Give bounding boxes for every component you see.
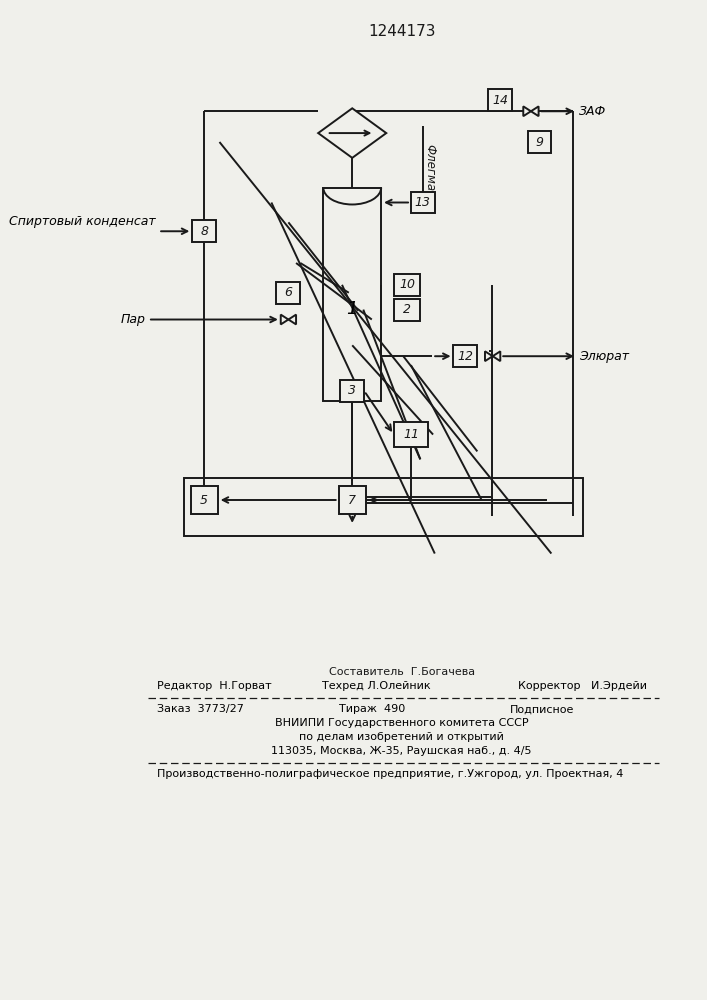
Text: 3: 3 (349, 384, 356, 397)
Bar (184, 478, 583, 536)
Text: Пар: Пар (121, 313, 146, 326)
Text: 6: 6 (284, 286, 293, 299)
Bar (453, 345, 477, 367)
Text: 1: 1 (346, 300, 358, 318)
Text: Спиртовый конденсат: Спиртовый конденсат (9, 215, 156, 228)
Text: Тираж  490: Тираж 490 (339, 704, 406, 714)
Text: Производственно-полиграфическое предприятие, г.Ужгород, ул. Проектная, 4: Производственно-полиграфическое предприя… (156, 769, 623, 779)
Text: ВНИИПИ Государственного комитета СССР: ВНИИПИ Государственного комитета СССР (275, 718, 528, 728)
Text: 14: 14 (492, 94, 508, 107)
Text: 12: 12 (457, 350, 474, 363)
Text: 7: 7 (349, 494, 356, 507)
Text: по делам изобретений и открытий: по делам изобретений и открытий (299, 732, 504, 742)
Text: 10: 10 (399, 278, 415, 291)
Bar (191, 486, 218, 514)
Bar (411, 192, 435, 213)
Text: 113035, Москва, Ж-35, Раушская наб., д. 4/5: 113035, Москва, Ж-35, Раушская наб., д. … (271, 746, 532, 756)
Text: 11: 11 (403, 428, 419, 441)
Polygon shape (493, 351, 501, 361)
Text: Подписное: Подписное (510, 704, 574, 714)
Polygon shape (523, 106, 531, 116)
Text: Составитель  Г.Богачева: Составитель Г.Богачева (329, 667, 474, 677)
Text: 13: 13 (415, 196, 431, 209)
Bar (394, 422, 428, 447)
Polygon shape (318, 108, 386, 158)
Bar (339, 486, 366, 514)
Text: 8: 8 (200, 225, 208, 238)
Text: Флегма: Флегма (423, 144, 436, 191)
Bar (192, 220, 216, 242)
Bar (489, 89, 512, 111)
Text: Корректор   И.Эрдейи: Корректор И.Эрдейи (518, 681, 647, 691)
Bar (394, 299, 420, 321)
Text: 2: 2 (403, 303, 411, 316)
Polygon shape (288, 315, 296, 324)
Text: Элюрат: Элюрат (580, 350, 629, 363)
Polygon shape (485, 351, 493, 361)
Text: Редактор  Н.Горват: Редактор Н.Горват (156, 681, 271, 691)
Bar (276, 282, 300, 304)
Bar (527, 131, 551, 153)
Text: ЗАФ: ЗАФ (580, 105, 607, 118)
Text: Заказ  3773/27: Заказ 3773/27 (156, 704, 243, 714)
Bar (394, 274, 420, 296)
Polygon shape (281, 315, 288, 324)
Text: 9: 9 (535, 136, 544, 149)
Text: 1244173: 1244173 (368, 24, 436, 39)
Bar (340, 380, 364, 402)
Polygon shape (531, 106, 539, 116)
Text: 5: 5 (200, 494, 208, 507)
Bar (323, 188, 381, 401)
Text: Техред Л.Олейник: Техред Л.Олейник (322, 681, 431, 691)
